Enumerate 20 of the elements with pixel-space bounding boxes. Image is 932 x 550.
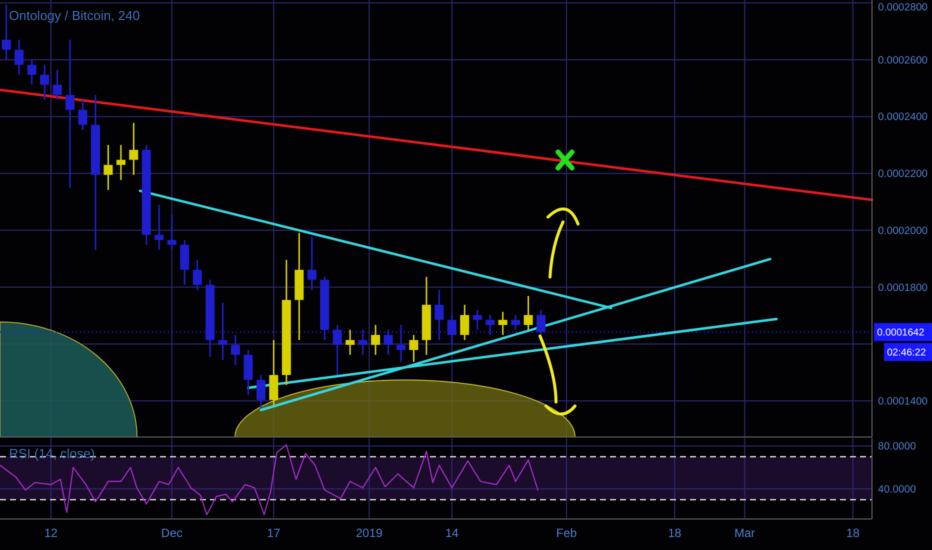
y-tick-label: 0.0002600 xyxy=(878,54,928,66)
ref-line-label: 0.0001642 xyxy=(877,328,925,339)
x-tick-label: 18 xyxy=(846,526,860,540)
x-tick-label: 12 xyxy=(44,526,58,540)
y-tick-label: 0.0001800 xyxy=(878,282,928,294)
x-tick-label: 2019 xyxy=(356,526,383,540)
x-tick-label: 14 xyxy=(445,526,459,540)
y-tick-label: 0.0002000 xyxy=(878,224,928,237)
x-tick-label: 18 xyxy=(668,526,682,540)
x-tick-label: Mar xyxy=(734,526,756,540)
y-tick-label: 40.0000 xyxy=(878,484,916,496)
y-tick-label: 0.0002200 xyxy=(878,168,928,180)
x-tick-label: Dec xyxy=(161,526,183,540)
y-tick-label: 0.0001400 xyxy=(878,396,928,408)
text: 02:46:22 xyxy=(887,348,926,359)
x-tick-label: Feb xyxy=(556,526,578,540)
y-tick-label: 80.0000 xyxy=(878,440,916,453)
y-tick-label: 0.0002800 xyxy=(878,2,928,14)
x-tick-label: 17 xyxy=(267,526,281,540)
y-tick-label: 0.0002400 xyxy=(878,111,928,124)
